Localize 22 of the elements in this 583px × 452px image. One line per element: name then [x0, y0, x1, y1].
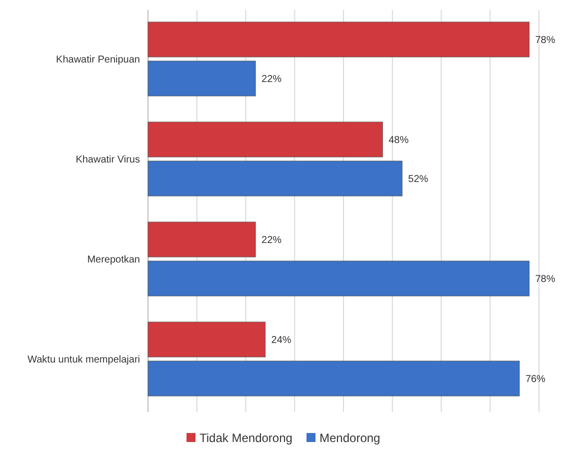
y-tick-label: Merepotkan — [87, 254, 140, 266]
bar — [148, 260, 530, 296]
data-label: 52% — [408, 174, 428, 185]
bar — [148, 160, 402, 196]
bar — [148, 122, 383, 158]
data-label: 22% — [262, 235, 282, 246]
bar — [148, 60, 256, 96]
data-label: 78% — [535, 274, 556, 285]
data-label: 76% — [525, 374, 546, 385]
bar — [148, 222, 256, 258]
bar — [148, 360, 520, 396]
y-tick-label: Khawatir Virus — [76, 154, 140, 166]
y-tick-label: Khawatir Penipuan — [56, 54, 140, 66]
data-label: 22% — [262, 74, 282, 85]
legend-label: Tidak Mendorong — [200, 431, 292, 446]
legend-label: Mendorong — [320, 431, 380, 446]
bar — [148, 322, 266, 358]
data-label: 48% — [388, 135, 409, 146]
data-label: 24% — [271, 335, 292, 346]
y-tick-label: Waktu untuk mempelajari — [28, 354, 140, 366]
bar — [148, 22, 530, 58]
data-label: 78% — [535, 35, 556, 46]
